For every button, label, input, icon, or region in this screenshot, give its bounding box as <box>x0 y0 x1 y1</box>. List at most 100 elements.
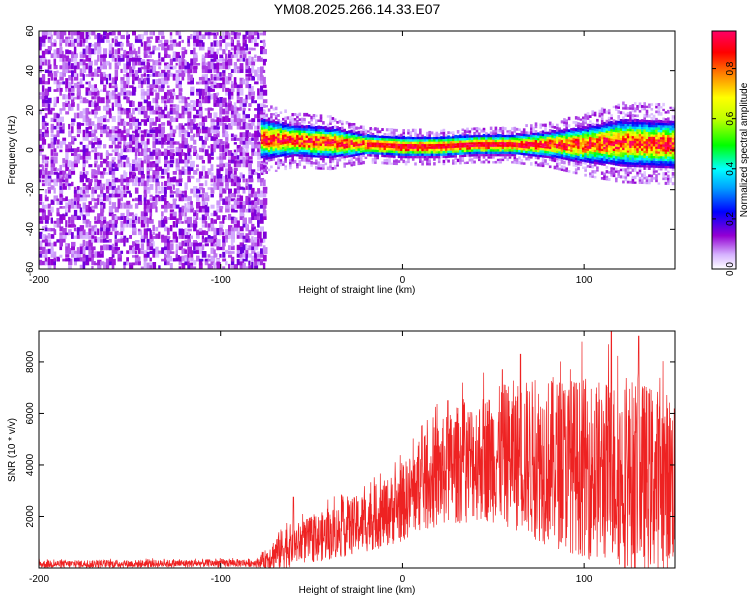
spectrogram-cell <box>319 136 323 139</box>
spectrogram-cell <box>41 226 45 232</box>
spectrogram-cell <box>254 130 258 138</box>
spectrogram-cell <box>169 203 174 209</box>
spectrogram-cell <box>149 151 154 156</box>
spectrogram-cell <box>251 56 254 62</box>
spectrogram-cell <box>267 135 271 138</box>
spectrogram-cell <box>298 118 302 121</box>
spectrogram-cell <box>73 209 78 217</box>
spectrogram-cell <box>286 133 290 137</box>
spectrogram-cell <box>62 56 65 62</box>
spectrogram-cell <box>579 163 583 166</box>
spectrogram-cell <box>204 78 210 85</box>
spectrogram-cell <box>225 143 230 149</box>
spectrogram-cell <box>551 137 554 141</box>
spectrogram-cell <box>181 152 186 156</box>
spectrogram-cell <box>541 138 545 141</box>
spectrogram-cell <box>336 130 339 134</box>
spectrogram-cell <box>146 130 150 138</box>
spectrogram-cell <box>47 203 51 209</box>
spectrogram-cell <box>62 129 65 134</box>
spectrogram-cell <box>242 79 245 85</box>
spectrogram-cell <box>504 137 507 140</box>
spectrogram-cell <box>600 171 604 175</box>
spectrogram-cell <box>305 128 309 131</box>
spectrogram-cell <box>551 134 554 138</box>
spectrogram-cell <box>461 132 465 136</box>
spectrogram-cell <box>478 139 481 142</box>
spectrogram-cell <box>544 131 547 135</box>
spectrogram-cell <box>286 129 290 132</box>
spectrogram-cell <box>577 162 580 166</box>
spectrogram-cell <box>251 151 256 156</box>
spectrogram-cell <box>582 132 585 136</box>
spectrogram-cell <box>47 233 51 239</box>
spectrogram-cell <box>169 213 174 220</box>
spectrogram-cell <box>97 215 101 220</box>
spectrogram-cell <box>539 137 542 141</box>
spectrogram-cell <box>146 161 150 168</box>
spectrogram-cell <box>222 61 227 70</box>
spectrogram-cell <box>260 125 264 128</box>
spectrogram-cell <box>198 39 202 47</box>
spectrogram-cell <box>518 128 521 131</box>
spectrogram-cell <box>485 138 488 142</box>
spectrogram-cell <box>216 67 220 74</box>
spectrogram-cell <box>551 139 554 143</box>
spectrogram-cell <box>181 211 184 217</box>
spectrogram-cell <box>322 143 325 146</box>
spectrogram-cell <box>390 145 394 149</box>
spectrogram-cell <box>117 92 121 96</box>
spectrogram-cell <box>298 163 302 167</box>
spectrogram-cell <box>341 153 344 157</box>
spectrogram-cell <box>367 149 370 152</box>
spectrogram-cell <box>383 145 387 148</box>
spectrogram-cell <box>149 229 152 236</box>
spectrogram-cell <box>71 223 75 228</box>
spectrogram-cell <box>94 126 98 134</box>
spectrogram-cell <box>447 138 450 142</box>
spectrogram-cell <box>79 176 84 183</box>
spectrogram-cell <box>178 57 184 62</box>
spectrogram-cell <box>329 141 332 144</box>
spectrogram-cell <box>586 125 590 130</box>
spectrogram-cell <box>257 132 262 138</box>
spectrogram-cell <box>428 142 431 147</box>
spectrogram-cell <box>369 131 372 136</box>
spectrogram-cell <box>47 77 50 85</box>
spectrogram-cell <box>508 152 512 157</box>
spectrogram-cell <box>251 261 254 269</box>
spectrogram-cell <box>155 233 160 239</box>
spectrogram-cell <box>596 146 599 151</box>
spectrogram-cell <box>108 245 113 251</box>
spectrogram-cell <box>355 146 358 149</box>
spectrogram-cell <box>367 153 370 157</box>
spectrogram-cell <box>560 129 564 133</box>
spectrogram-cell <box>400 145 403 149</box>
spectrogram-cell <box>114 246 118 251</box>
spectrogram-cell <box>593 153 597 157</box>
spectrogram-cell <box>563 135 566 139</box>
spectrogram-cell <box>303 144 306 148</box>
spectrogram-cell <box>385 137 389 141</box>
spectrogram-cell <box>47 179 52 187</box>
spectrogram-cell <box>582 153 585 157</box>
spectrogram-cell <box>190 223 194 228</box>
spectrogram-cell <box>239 138 244 145</box>
spectrogram-cell <box>71 53 76 58</box>
spectrogram-cell <box>65 258 69 262</box>
spectrogram-cell <box>198 31 202 36</box>
spectrogram-cell <box>449 152 453 156</box>
spectrogram-cell <box>100 97 105 104</box>
spectrogram-cell <box>289 120 292 124</box>
spectrogram-cell <box>532 154 535 157</box>
spectrogram-cell <box>91 230 95 236</box>
spectrogram-cell <box>329 120 332 123</box>
spectrogram-cell <box>68 216 71 224</box>
spectrogram-cell <box>437 152 441 156</box>
spectrogram-cell <box>257 55 261 62</box>
spectrogram-cell <box>105 264 110 269</box>
spectrogram-cell <box>219 46 222 51</box>
spectrogram-cell <box>53 167 57 171</box>
spectrogram-cell <box>369 141 372 145</box>
spectrogram-cell <box>213 51 218 58</box>
